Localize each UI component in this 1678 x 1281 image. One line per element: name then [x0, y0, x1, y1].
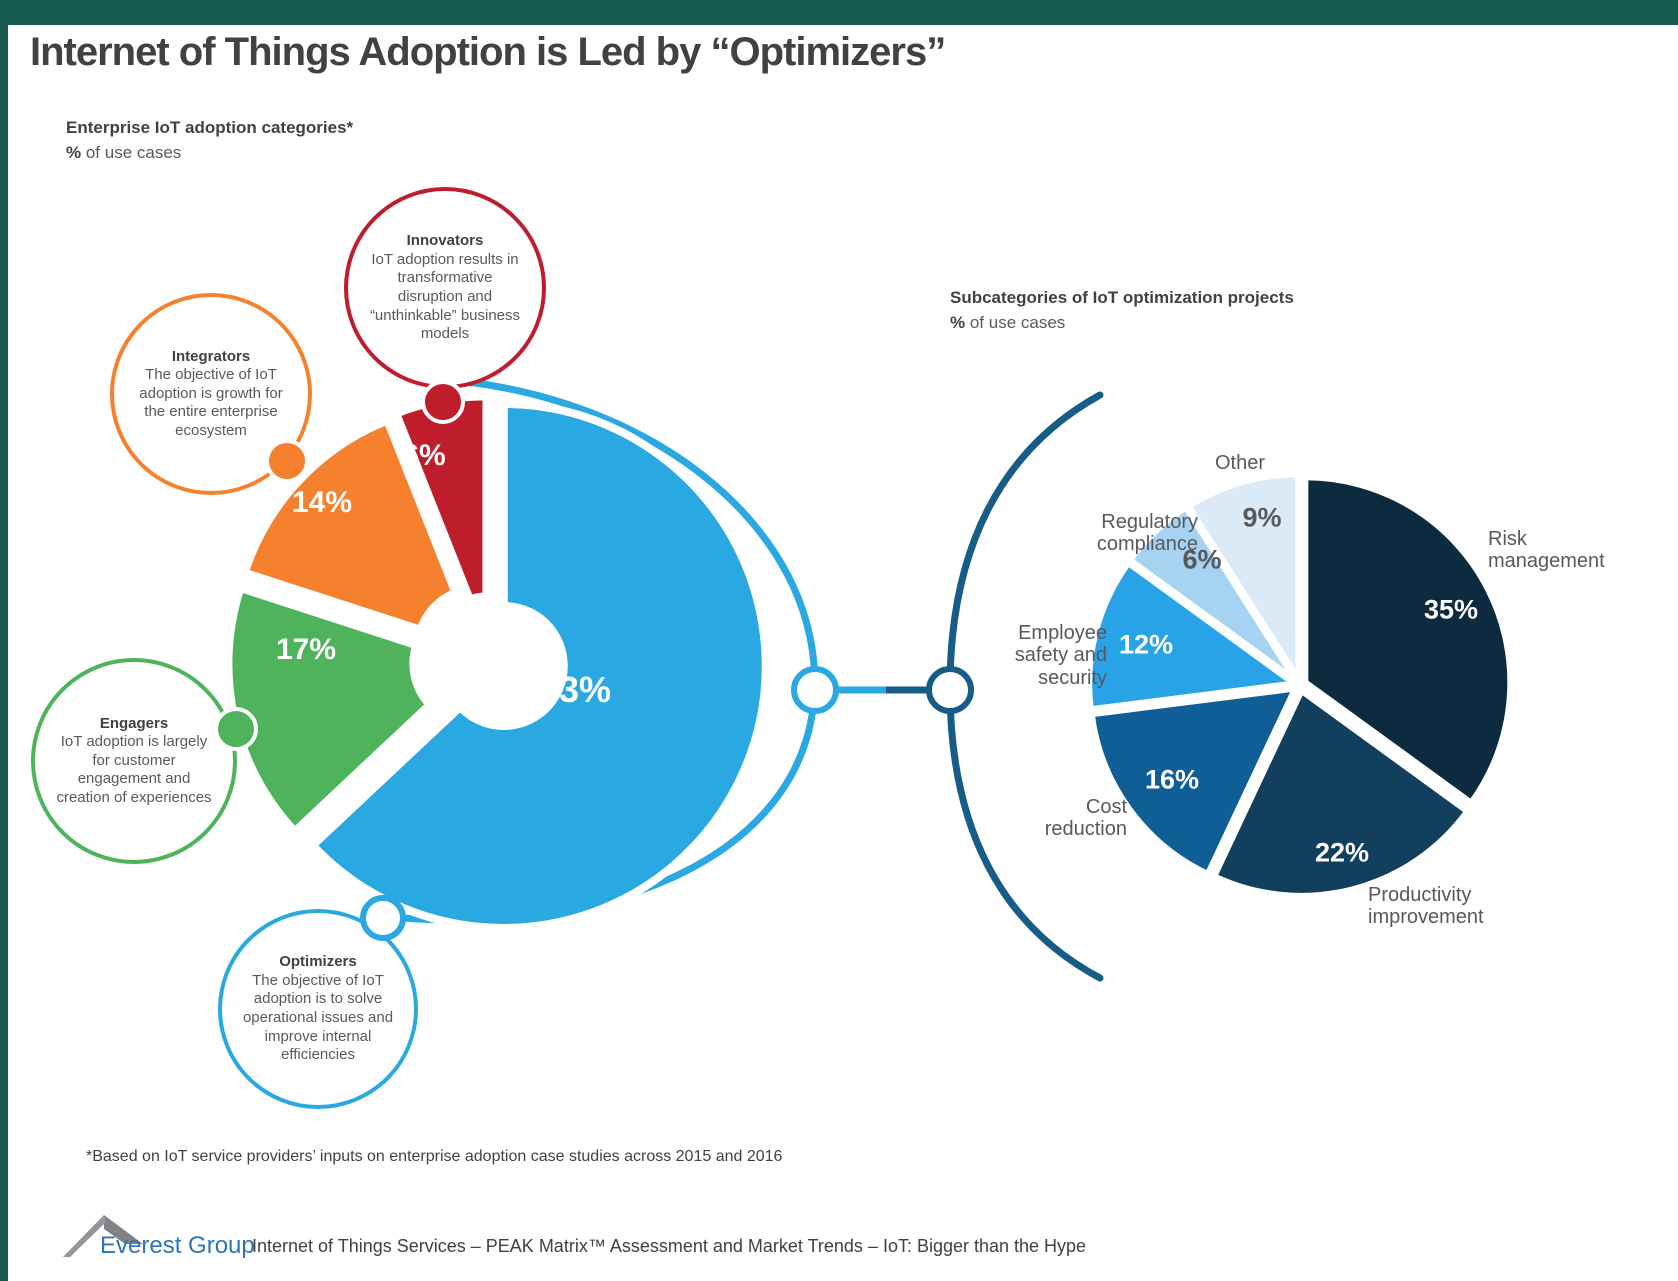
right-pie-value-regulatory: 6%: [1182, 544, 1222, 575]
callout-optimizers-text: Optimizers The objective of IoT adoption…: [237, 953, 398, 1065]
left-chart-subheading: % of use cases: [66, 143, 182, 162]
footnote: *Based on IoT service providers’ inputs …: [86, 1148, 783, 1165]
right-pie-value-other: 9%: [1242, 502, 1282, 533]
pie-1-slice-cost-reduction: [1088, 685, 1299, 878]
callout-optimizers-description: The objective of IoT adoption is to solv…: [242, 971, 394, 1064]
connector-node-right: [926, 666, 974, 714]
right-chart-subheading: % of use cases: [950, 313, 1066, 332]
pie-1-slice-employee-safety-and-security: [1086, 560, 1298, 713]
callout-optimizers-name: Optimizers: [279, 953, 357, 971]
callout-engagers-text: Engagers IoT adoption is largely for cus…: [51, 715, 217, 808]
logo-mountain-slope-icon: [63, 1215, 106, 1257]
pie-1-slice-risk-management: [1302, 474, 1514, 806]
connector-node-left: [791, 666, 839, 714]
pie-0-slice-innovators: [392, 392, 491, 604]
right-pie-value-productivity: 22%: [1314, 837, 1370, 868]
left-pie-value-integrators: 14%: [291, 486, 353, 519]
left-chart-heading: Enterprise IoT adoption categories*: [66, 118, 354, 137]
callout-engagers: Engagers IoT adoption is largely for cus…: [31, 658, 237, 864]
right-chart-header: Subcategories of IoT optimization projec…: [950, 288, 1294, 333]
pie-0-slice-integrators: [240, 416, 460, 634]
callout-integrators-description: The objective of IoT adoption is growth …: [139, 366, 283, 439]
everest-group-logo: [63, 1215, 143, 1257]
left-pie-value-engagers: 17%: [275, 633, 337, 666]
pie-0-slice-engagers: [224, 583, 434, 836]
left-accent-bar: [0, 0, 8, 1281]
page-title: Internet of Things Adoption is Led by “O…: [30, 30, 946, 74]
right-pie-value-employee: 12%: [1118, 629, 1174, 660]
callout-integrators: Integrators The objective of IoT adoptio…: [110, 293, 312, 495]
left-chart-header: Enterprise IoT adoption categories* % of…: [66, 118, 353, 163]
pie-1-slice-productivity-improvement: [1211, 687, 1471, 899]
callout-engagers-description: IoT adoption is largely for customer eng…: [56, 733, 212, 806]
left-pie-value-innovators: 6%: [402, 439, 446, 472]
right-pie-label-cost: Cost reduction: [1044, 796, 1127, 841]
right-pie-value-risk: 35%: [1423, 594, 1479, 625]
logo-mountain-icon: [104, 1215, 143, 1244]
left-pie-value-optimizers: 63%: [538, 669, 612, 710]
right-pie-label-risk: Risk management: [1488, 528, 1605, 573]
callout-innovators: Innovators IoT adoption results in trans…: [344, 187, 546, 389]
top-accent-bar: [0, 0, 1678, 25]
callout-innovators-name: Innovators: [406, 232, 484, 250]
callout-integrators-name: Integrators: [171, 347, 251, 365]
callout-engagers-name: Engagers: [99, 714, 169, 732]
callout-integrators-text: Integrators The objective of IoT adoptio…: [130, 348, 293, 441]
right-chart-heading: Subcategories of IoT optimization projec…: [950, 288, 1294, 307]
pie-0-slice-optimizers: [308, 399, 770, 932]
footer-report-title: Internet of Things Services – PEAK Matri…: [252, 1236, 1087, 1256]
callout-innovators-text: Innovators IoT adoption results in trans…: [364, 232, 527, 344]
right-pie-value-cost: 16%: [1144, 764, 1200, 795]
pies-group: [224, 392, 1514, 932]
callout-innovators-description: IoT adoption results in transformative d…: [369, 250, 521, 343]
callout-optimizers: Optimizers The objective of IoT adoption…: [218, 909, 418, 1109]
pie-1-slice-other: [1185, 471, 1302, 683]
right-pie-label-employee: Employee safety and security: [1014, 622, 1107, 689]
right-pie-label-regulatory: Regulatory compliance: [1096, 511, 1198, 556]
footer-brand-name: Everest Group: [100, 1232, 255, 1259]
right-pie-label-productivity: Productivity improvement: [1368, 884, 1484, 929]
right-pie-label-other: Other: [1214, 452, 1266, 474]
